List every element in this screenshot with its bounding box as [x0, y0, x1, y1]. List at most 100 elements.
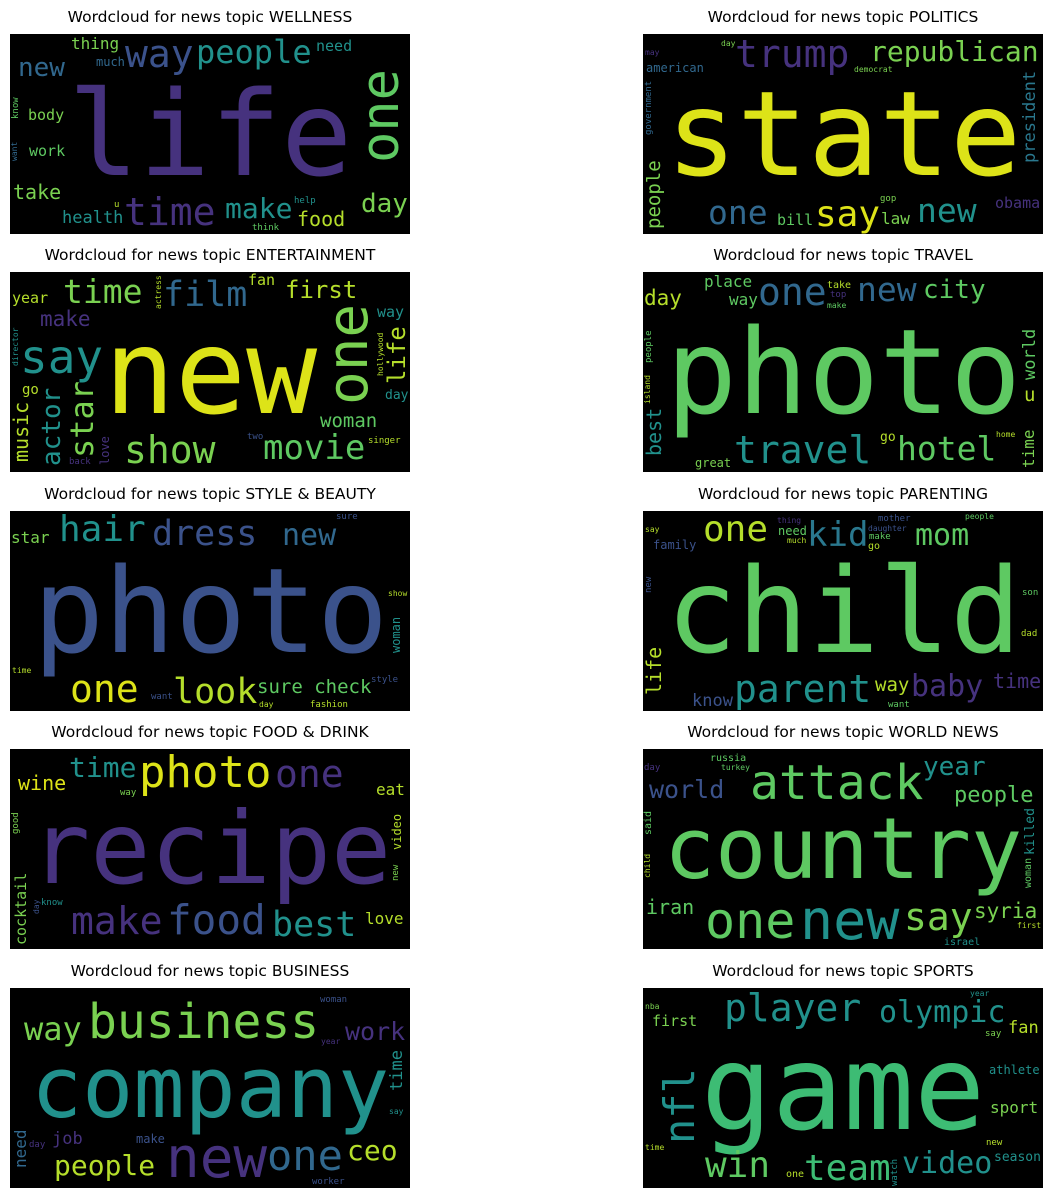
wordcloud-canvas: company new business people one way work ceo job… [10, 988, 410, 1188]
word-government: government [644, 80, 654, 135]
wordcloud-canvas: recipe food photo make one best time wine cockta… [10, 749, 410, 949]
word-worker: worker [312, 1177, 345, 1187]
word-love: love [98, 436, 112, 465]
word-child: child [666, 542, 1022, 680]
panel-title: Wordcloud for news topic POLITICS [707, 8, 979, 26]
word-ceo: ceo [347, 1134, 398, 1167]
wordcloud-canvas: life time way one people make health food thing t… [10, 34, 410, 234]
word-one: one [705, 892, 796, 949]
word-may: may [645, 48, 660, 57]
wordcloud-panel: Wordcloud for news topic STYLE & BEAUTY p… [10, 482, 410, 716]
word-daughter: daughter [868, 524, 907, 533]
word-child: child [643, 853, 652, 878]
word-travel: travel [734, 428, 872, 472]
word-team: team [804, 1148, 891, 1188]
word-woman: woman [1023, 857, 1034, 888]
word-people: people [644, 330, 654, 363]
word-help: help [294, 196, 316, 206]
word-singer: singer [368, 436, 401, 446]
word-u: u [114, 200, 120, 210]
word-day: day [29, 1140, 46, 1150]
word-say: say [904, 895, 973, 939]
word-nba: nba [645, 1002, 660, 1011]
wordcloud-panel: Wordcloud for news topic POLITICS state sa… [643, 5, 1043, 239]
word-think: think [252, 223, 280, 233]
panel-title: Wordcloud for news topic SPORTS [712, 962, 974, 980]
word-year: year [12, 289, 49, 307]
word-business: business [88, 994, 320, 1050]
panel-title: Wordcloud for news topic WELLNESS [67, 8, 353, 26]
word-know: know [41, 898, 63, 908]
word-world: world [649, 775, 725, 804]
word-best: best [643, 407, 666, 456]
word-fan: fan [248, 272, 276, 289]
word-time: time [124, 190, 216, 234]
word-way: way [120, 788, 137, 798]
word-movie: movie [263, 428, 366, 468]
word-look: look [173, 672, 258, 711]
word-mother: mother [878, 514, 911, 524]
word-state: state [666, 65, 1022, 203]
word-republican: republican [870, 35, 1039, 68]
word-parent: parent [734, 667, 872, 711]
word-killed: killed [1023, 808, 1038, 855]
word-first: first [1017, 921, 1042, 930]
panel-title: Wordcloud for news topic BUSINESS [70, 962, 350, 980]
word-love: love [365, 909, 404, 928]
word-olympic: olympic [879, 995, 1006, 1030]
word-president: president [1020, 70, 1040, 163]
word-video: video [390, 813, 404, 850]
word-star: star [63, 380, 101, 458]
word-bill: bill [777, 211, 814, 229]
word-kid: kid [807, 515, 869, 555]
word-woman: woman [320, 410, 378, 432]
word-fashion: fashion [310, 700, 348, 710]
word-woman: woman [389, 616, 403, 653]
wordcloud-panel: Wordcloud for news topic FOOD & DRINK rec… [10, 720, 410, 954]
wordcloud-canvas: photo dress look one new sure check hair fashio… [10, 511, 410, 711]
word-people: people [196, 34, 312, 71]
word-new: new [166, 1126, 268, 1188]
wordcloud-panel: Wordcloud for news topic TRAVEL photo trav… [643, 243, 1043, 477]
word-time: time [645, 1143, 665, 1152]
word-sport: sport [990, 1098, 1039, 1117]
wordcloud-panel: Wordcloud for news topic WORLD NEWS count… [643, 720, 1043, 954]
word-u: u [1024, 384, 1036, 406]
word-body: body [28, 106, 65, 124]
word-photo: photo [33, 542, 389, 680]
word-food: food [167, 896, 266, 944]
word-new: new [986, 1138, 1003, 1148]
wordcloud-canvas: game team player olympic win nfl video athlete s… [643, 988, 1043, 1188]
word-new: new [18, 53, 65, 83]
word-year: year [970, 989, 990, 998]
word-recipe: recipe [30, 790, 392, 907]
word-one: one [267, 1131, 343, 1180]
word-make: make [71, 899, 163, 943]
word-one: one [758, 272, 827, 314]
word-woman: woman [320, 995, 348, 1005]
word-cocktail: cocktail [12, 872, 30, 945]
word-day: day [644, 763, 661, 773]
word-make: make [225, 192, 293, 225]
word-know: know [11, 97, 21, 119]
word-turkey: turkey [721, 763, 750, 772]
word-way: way [875, 674, 910, 696]
word-time: time [12, 666, 32, 675]
word-new: new [391, 864, 401, 881]
word-time: time [69, 751, 137, 784]
word-player: player [724, 988, 862, 1030]
word-attack: attack [750, 755, 924, 811]
word-know: know [692, 691, 733, 711]
word-style: style [371, 675, 399, 685]
word-mom: mom [915, 518, 970, 553]
word-video: video [902, 1146, 993, 1181]
word-thing: thing [777, 516, 802, 525]
word-one: one [351, 69, 410, 163]
word-world: world [1020, 328, 1040, 380]
word-game: game [701, 1019, 986, 1157]
word-year: year [923, 752, 986, 782]
word-take: take [827, 280, 852, 291]
word-go: go [868, 541, 881, 552]
word-work: work [345, 1017, 406, 1046]
word-sure-check: sure check [257, 676, 372, 698]
